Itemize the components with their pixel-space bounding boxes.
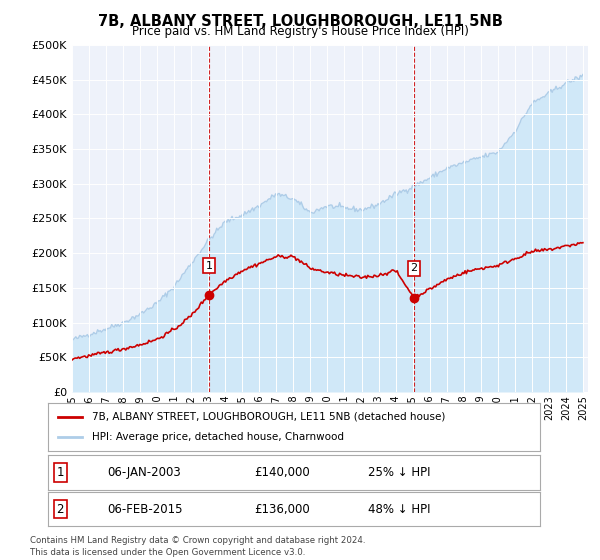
Text: Contains HM Land Registry data © Crown copyright and database right 2024.: Contains HM Land Registry data © Crown c… xyxy=(30,536,365,545)
Text: 2: 2 xyxy=(410,263,418,273)
Text: 1: 1 xyxy=(205,260,212,270)
Text: 48% ↓ HPI: 48% ↓ HPI xyxy=(368,502,430,516)
Text: 25% ↓ HPI: 25% ↓ HPI xyxy=(368,466,430,479)
Text: £136,000: £136,000 xyxy=(254,502,310,516)
Text: 7B, ALBANY STREET, LOUGHBOROUGH, LE11 5NB (detached house): 7B, ALBANY STREET, LOUGHBOROUGH, LE11 5N… xyxy=(92,412,446,422)
Text: HPI: Average price, detached house, Charnwood: HPI: Average price, detached house, Char… xyxy=(92,432,344,442)
Text: Price paid vs. HM Land Registry's House Price Index (HPI): Price paid vs. HM Land Registry's House … xyxy=(131,25,469,38)
Text: £140,000: £140,000 xyxy=(254,466,310,479)
Text: 2: 2 xyxy=(56,502,64,516)
Text: This data is licensed under the Open Government Licence v3.0.: This data is licensed under the Open Gov… xyxy=(30,548,305,557)
Text: 06-JAN-2003: 06-JAN-2003 xyxy=(107,466,181,479)
Text: 1: 1 xyxy=(56,466,64,479)
Text: 06-FEB-2015: 06-FEB-2015 xyxy=(107,502,182,516)
Text: 7B, ALBANY STREET, LOUGHBOROUGH, LE11 5NB: 7B, ALBANY STREET, LOUGHBOROUGH, LE11 5N… xyxy=(98,14,502,29)
